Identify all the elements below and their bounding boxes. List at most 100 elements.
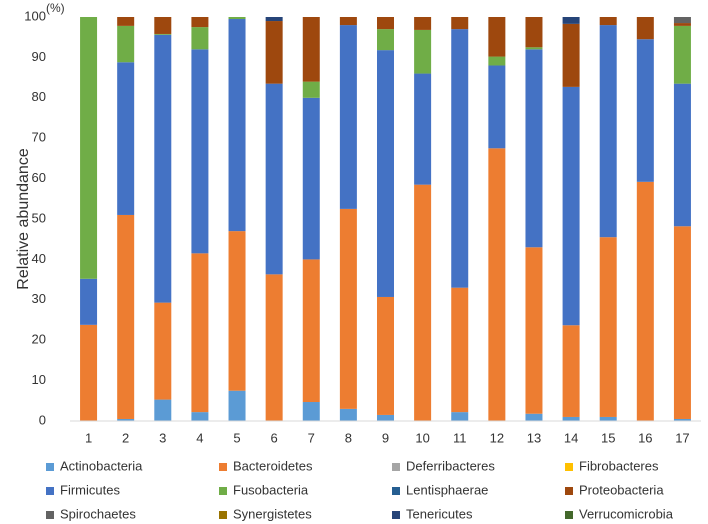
- y-tick-label: 0: [39, 412, 46, 427]
- y-tick-label: 40: [32, 251, 46, 266]
- bar-segment: [525, 413, 543, 421]
- x-tick-label: 10: [415, 430, 429, 445]
- bar-segment: [302, 402, 320, 421]
- x-tick-label: 9: [382, 430, 389, 445]
- legend-label: Spirochaetes: [60, 506, 136, 521]
- bar-segment: [265, 21, 283, 84]
- y-axis-title: Relative abundance: [15, 148, 32, 290]
- x-tick-label: 7: [308, 430, 315, 445]
- bar-segment: [414, 29, 432, 74]
- legend-swatch: [565, 487, 573, 495]
- x-tick-label: 8: [345, 430, 352, 445]
- bar-segment: [488, 56, 506, 66]
- legend-label: Fibrobacteres: [579, 458, 659, 473]
- bar-segment: [377, 29, 394, 51]
- y-tick-label: 30: [32, 291, 46, 306]
- legend-label: Actinobacteria: [60, 458, 143, 473]
- y-tick-label: 100: [24, 8, 46, 23]
- legend-swatch: [392, 487, 400, 495]
- legend-swatch: [46, 511, 54, 519]
- legend-label: Deferribacteres: [406, 458, 495, 473]
- bar-segment: [154, 302, 172, 400]
- bar-segment: [339, 25, 357, 209]
- bar-segment: [377, 50, 394, 297]
- bar-segment: [191, 27, 209, 50]
- x-tick-label: 3: [159, 430, 166, 445]
- bar-segment: [377, 296, 394, 415]
- bar-segment: [414, 73, 432, 185]
- bar-segment: [377, 17, 394, 30]
- bar-segment: [117, 214, 135, 419]
- x-tick-label: 13: [527, 430, 541, 445]
- bar-segment: [599, 17, 617, 26]
- bar-segment: [562, 325, 580, 417]
- y-tick-label: 80: [32, 89, 46, 104]
- bar-segment: [525, 49, 543, 248]
- bar-segment: [377, 414, 394, 421]
- legend-swatch: [46, 487, 54, 495]
- bar-segment: [117, 25, 135, 63]
- bar-segment: [228, 17, 246, 20]
- bar-segment: [265, 17, 283, 22]
- bar-segment: [302, 81, 320, 98]
- bar-segment: [154, 33, 172, 35]
- x-tick-label: 1: [85, 430, 92, 445]
- bar-segment: [302, 259, 320, 403]
- bar-segment: [488, 148, 506, 422]
- legend-label: Bacteroidetes: [233, 458, 313, 473]
- bar-segment: [339, 17, 357, 26]
- x-tick-label: 12: [490, 430, 504, 445]
- bar-segment: [636, 181, 654, 421]
- bar-segment: [451, 29, 469, 288]
- bar-segment: [339, 208, 357, 409]
- bar-segment: [636, 17, 654, 40]
- bar-segment: [599, 25, 617, 238]
- bar-segment: [599, 416, 617, 421]
- bar-segment: [154, 34, 172, 303]
- legend-swatch: [392, 463, 400, 471]
- y-tick-label: 70: [32, 130, 46, 145]
- x-tick-label: 16: [638, 430, 652, 445]
- bar-segment: [525, 47, 543, 50]
- bar-segment: [154, 399, 172, 421]
- bar-segment: [673, 17, 691, 24]
- bar-segment: [191, 412, 209, 421]
- legend-label: Tenericutes: [406, 506, 473, 521]
- legend-label: Firmicutes: [60, 482, 120, 497]
- x-tick-label: 11: [453, 430, 467, 445]
- bar-segment: [562, 17, 580, 24]
- legend-label: Synergistetes: [233, 506, 312, 521]
- bar-segment: [414, 17, 432, 30]
- bar-segment: [673, 23, 691, 26]
- x-tick-label: 17: [675, 430, 689, 445]
- bar-segment: [191, 17, 209, 28]
- legend-swatch: [565, 511, 573, 519]
- legend-label: Proteobacteria: [579, 482, 664, 497]
- x-tick-label: 4: [196, 430, 203, 445]
- legend-swatch: [46, 463, 54, 471]
- bar-segment: [117, 17, 135, 26]
- legend-label: Fusobacteria: [233, 482, 309, 497]
- x-tick-label: 2: [122, 430, 129, 445]
- bar-segment: [191, 253, 209, 413]
- legend-swatch: [219, 511, 227, 519]
- x-tick-label: 6: [271, 430, 278, 445]
- bar-segment: [525, 247, 543, 414]
- bar-segment: [414, 184, 432, 421]
- bar-segment: [80, 17, 98, 279]
- bar-segment: [562, 23, 580, 87]
- bar-segment: [562, 416, 580, 421]
- x-tick-label: 15: [601, 430, 615, 445]
- bar-segment: [451, 17, 469, 30]
- bar-segment: [562, 86, 580, 326]
- bar-segment: [599, 237, 617, 417]
- legend-label: Lentisphaerae: [406, 482, 488, 497]
- y-tick-label: 10: [32, 372, 46, 387]
- bar-segment: [451, 412, 469, 421]
- bar-segment: [302, 97, 320, 260]
- bar-segment: [117, 62, 135, 215]
- bar-segment: [302, 17, 320, 82]
- bar-segment: [228, 231, 246, 391]
- bar-segment: [191, 49, 209, 254]
